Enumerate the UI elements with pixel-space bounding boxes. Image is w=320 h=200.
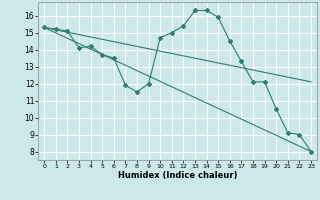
X-axis label: Humidex (Indice chaleur): Humidex (Indice chaleur): [118, 171, 237, 180]
